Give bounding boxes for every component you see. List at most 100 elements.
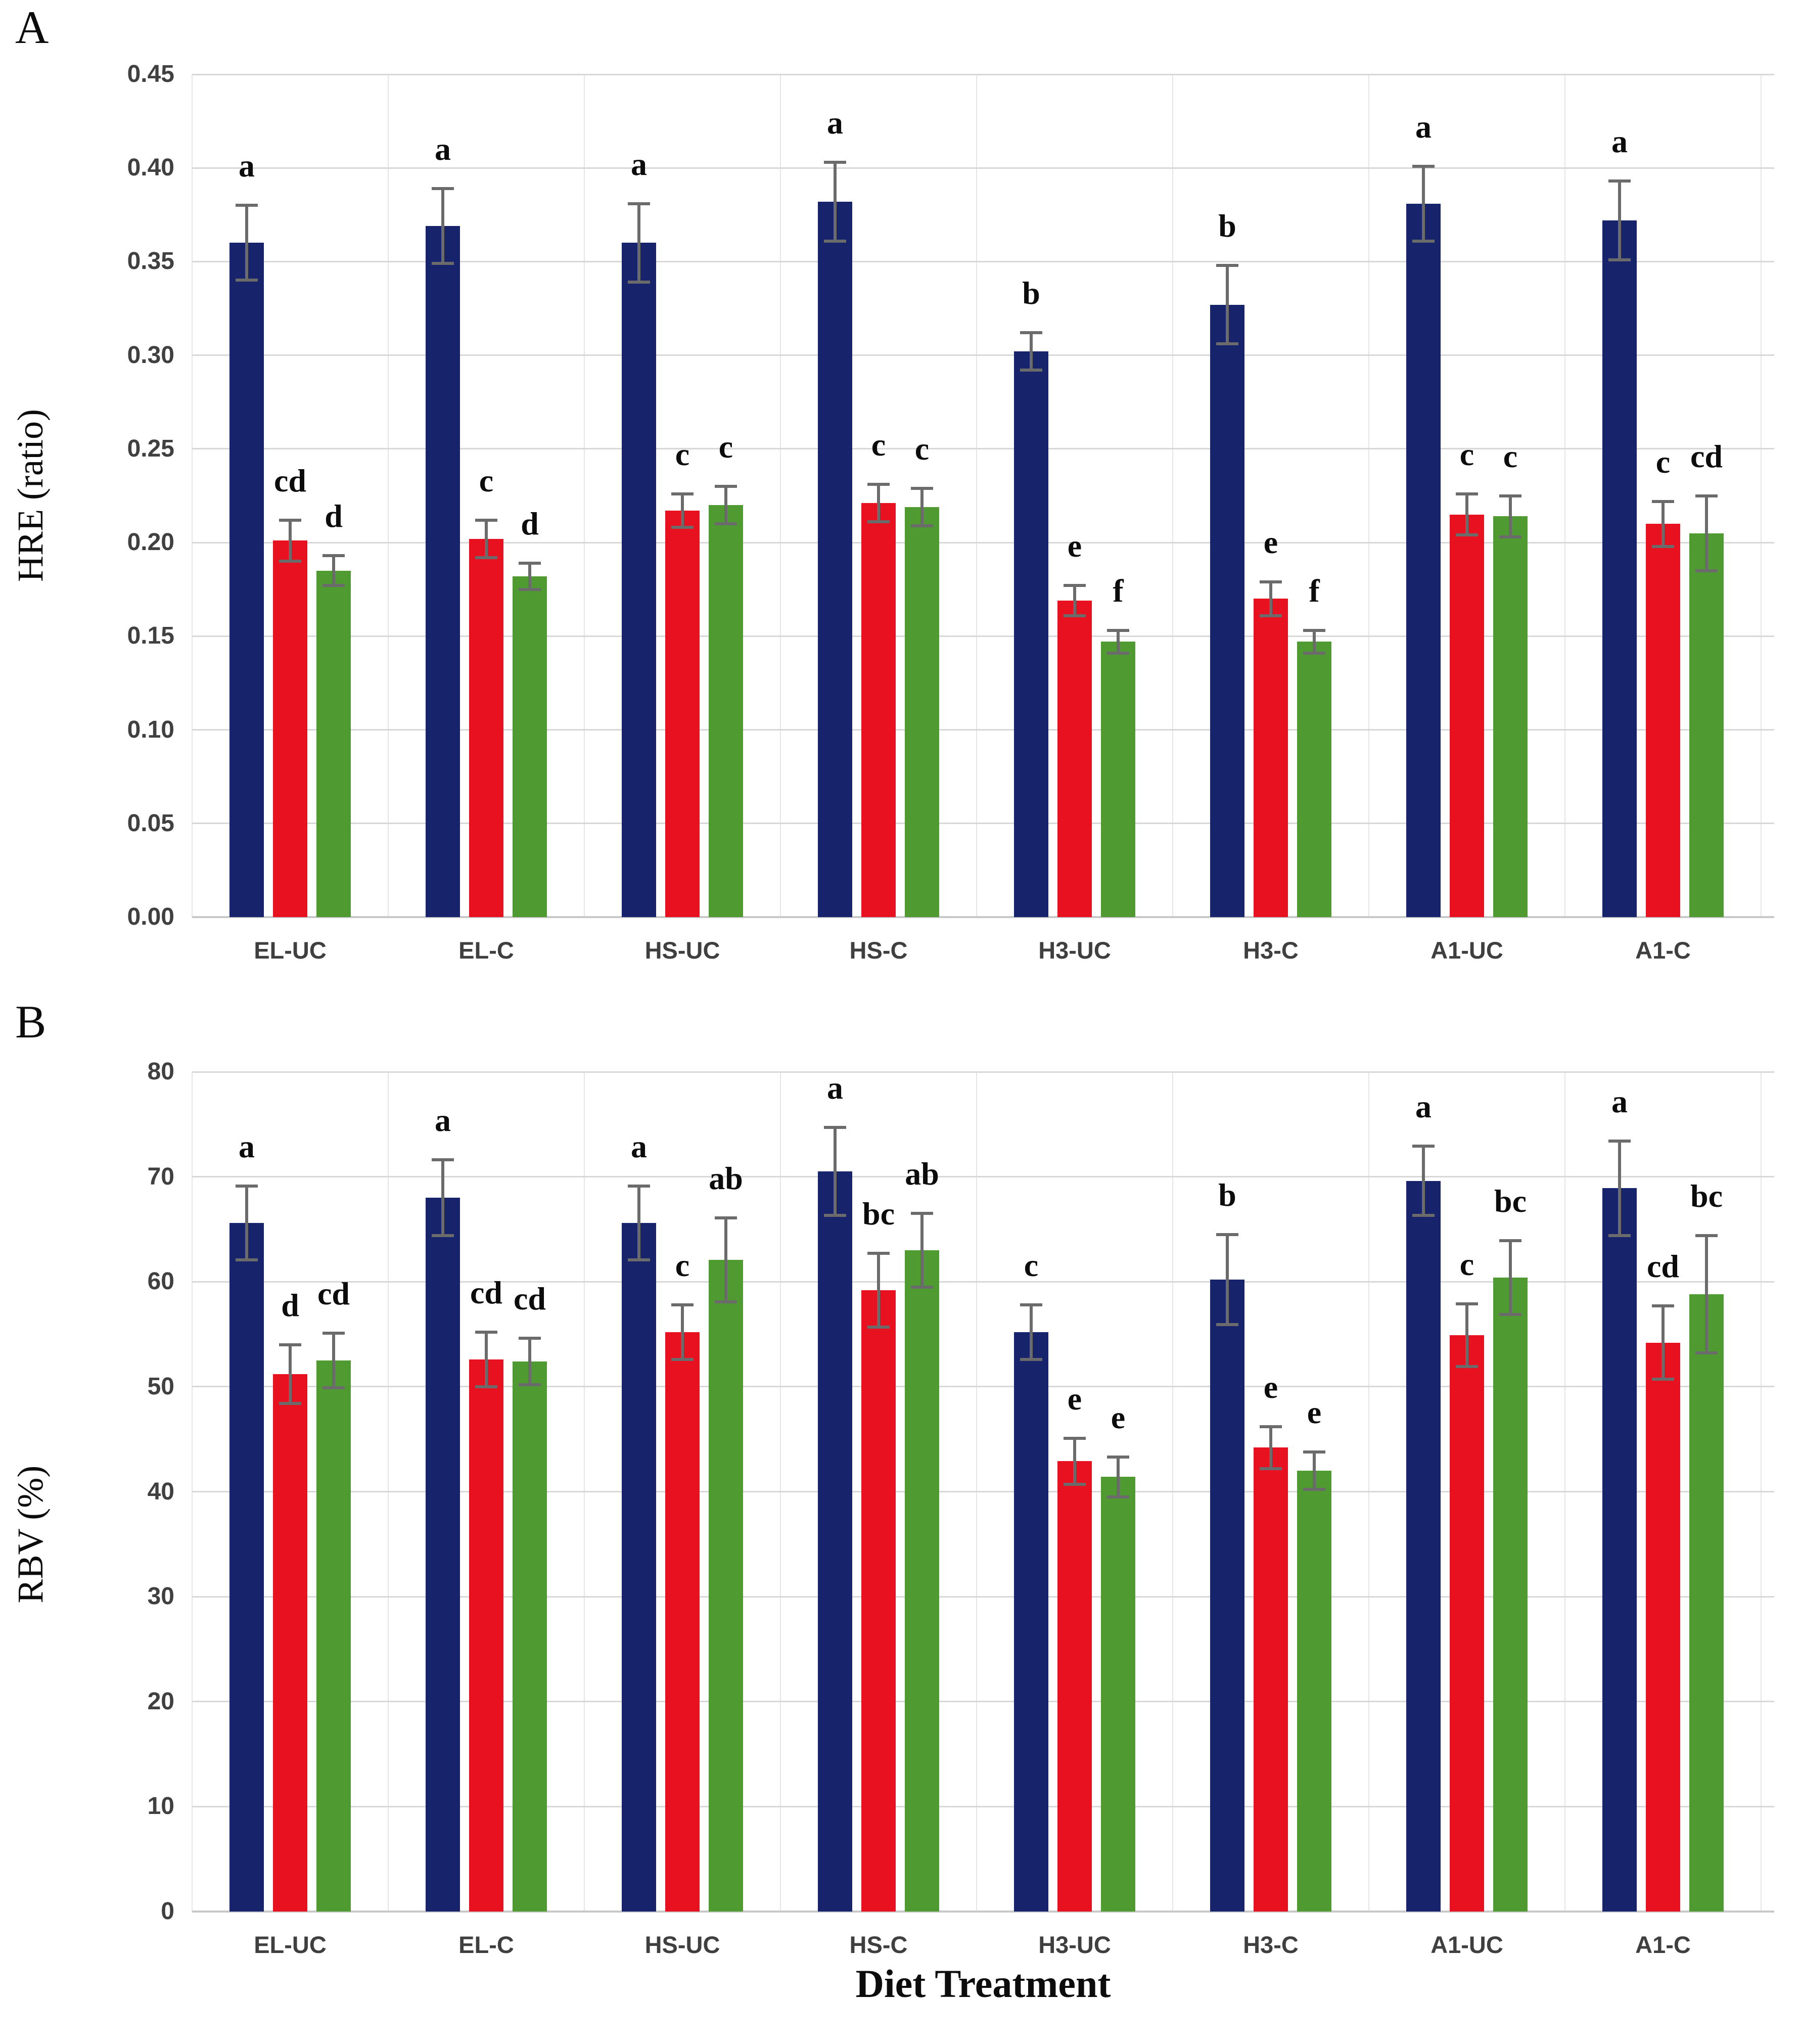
error-bar-cap <box>1695 1351 1718 1355</box>
error-bar-cap <box>1456 1302 1478 1305</box>
x-axis-line <box>192 916 1774 918</box>
error-bar <box>1269 1426 1272 1469</box>
error-bar <box>637 1186 640 1260</box>
bar-red-HS-C <box>861 1290 896 1912</box>
error-bar <box>245 205 248 281</box>
x-tick-label: HS-UC <box>644 937 720 964</box>
gridline <box>192 1071 1774 1073</box>
sig-letter: a <box>239 148 255 184</box>
error-bar-cap <box>1303 1450 1325 1453</box>
error-bar-cap <box>1107 1455 1129 1459</box>
gridline <box>192 73 1774 75</box>
error-bar-cap <box>1303 1488 1325 1491</box>
error-bar-cap <box>432 187 454 190</box>
error-bar-cap <box>1695 569 1718 572</box>
error-bar-cap <box>867 1325 890 1329</box>
bar-green-A1-C <box>1689 1294 1724 1912</box>
gridline <box>192 541 1774 543</box>
sig-letter: ab <box>709 1160 743 1196</box>
x-tick-label: EL-C <box>458 937 514 964</box>
bar-red-EL-UC <box>273 540 307 917</box>
x-tick-label: H3-C <box>1243 937 1299 964</box>
y-tick-label: 0.40 <box>127 154 174 181</box>
gridline <box>192 1701 1774 1703</box>
bar-navy-HS-C <box>818 1171 852 1912</box>
error-bar-cap <box>1652 544 1674 548</box>
y-tick-label: 30 <box>147 1583 174 1610</box>
error-bar <box>724 1217 727 1302</box>
error-bar-cap <box>867 483 890 486</box>
y-tick-label: 0.30 <box>127 341 174 369</box>
error-bar-cap <box>236 204 258 207</box>
error-bar-cap <box>322 584 345 587</box>
error-bar <box>1705 1235 1708 1353</box>
category-separator-line <box>1564 74 1565 917</box>
sig-letter: a <box>631 1128 647 1165</box>
gridline <box>192 1596 1774 1598</box>
x-tick-label: HS-C <box>849 1931 908 1958</box>
error-bar-cap <box>1456 492 1478 495</box>
error-bar-cap <box>475 1385 497 1388</box>
error-bar <box>1465 1303 1468 1367</box>
gridline <box>192 167 1774 169</box>
y-tick-label: 0.45 <box>127 61 174 87</box>
sig-letter: c <box>675 1247 690 1283</box>
y-axis-title-hre: HRE (ratio) <box>10 409 51 582</box>
error-bar-cap <box>911 524 933 527</box>
error-bar <box>1073 1438 1076 1484</box>
sig-letter: e <box>1263 1369 1278 1405</box>
bar-red-A1-UC <box>1450 1335 1484 1912</box>
error-bar-cap <box>1107 1495 1129 1498</box>
error-bar <box>877 484 880 522</box>
error-bar <box>528 563 531 589</box>
bar-red-H3-UC <box>1057 1461 1092 1912</box>
sig-letter: cd <box>274 462 306 498</box>
error-bar-cap <box>715 484 737 488</box>
bar-green-HS-C <box>905 1250 939 1912</box>
sig-letter: c <box>1655 443 1671 480</box>
error-bar-cap <box>1216 1233 1238 1236</box>
error-bar-cap <box>1695 494 1718 497</box>
error-bar-cap <box>824 161 846 164</box>
bar-green-HS-UC <box>709 505 743 917</box>
error-bar <box>1661 501 1665 547</box>
error-bar-cap <box>279 518 301 522</box>
x-tick-label: HS-C <box>849 937 908 964</box>
error-bar-cap <box>1020 1303 1042 1306</box>
error-bar <box>485 1332 488 1387</box>
error-bar-cap <box>236 1258 258 1261</box>
error-bar-cap <box>911 1212 933 1215</box>
error-bar <box>289 1344 292 1404</box>
error-bar <box>1509 1241 1512 1314</box>
error-bar-cap <box>1499 1312 1521 1316</box>
bar-red-HS-UC <box>665 1332 700 1912</box>
bar-green-H3-UC <box>1101 1477 1135 1912</box>
error-bar-cap <box>824 1126 846 1129</box>
error-bar-cap <box>1499 1239 1521 1243</box>
error-bar-cap <box>1608 1234 1631 1237</box>
error-bar-cap <box>475 556 497 559</box>
sig-letter: b <box>1218 207 1236 244</box>
bar-red-A1-UC <box>1450 514 1484 917</box>
error-bar-cap <box>1020 369 1042 372</box>
bar-green-EL-UC <box>316 1360 351 1912</box>
error-bar-cap <box>1652 499 1674 503</box>
error-bar-cap <box>1499 535 1521 538</box>
category-separator-line <box>388 74 389 917</box>
error-bar-cap <box>671 1357 694 1361</box>
x-tick-label: A1-C <box>1635 1931 1691 1958</box>
bar-green-EL-C <box>513 576 547 917</box>
sig-letter: ab <box>905 1156 939 1192</box>
category-separator-line <box>192 74 193 917</box>
bar-red-HS-C <box>861 503 896 917</box>
error-bar-cap <box>824 239 846 243</box>
sig-letter: e <box>1263 524 1278 560</box>
bar-green-H3-C <box>1297 1470 1331 1912</box>
bar-navy-HS-C <box>818 201 852 917</box>
error-bar <box>1269 581 1272 616</box>
error-bar-cap <box>867 1252 890 1255</box>
sig-letter: a <box>1415 1088 1432 1125</box>
y-tick-label: 20 <box>147 1688 174 1715</box>
error-bar <box>1226 265 1229 344</box>
category-separator-line <box>780 74 781 917</box>
